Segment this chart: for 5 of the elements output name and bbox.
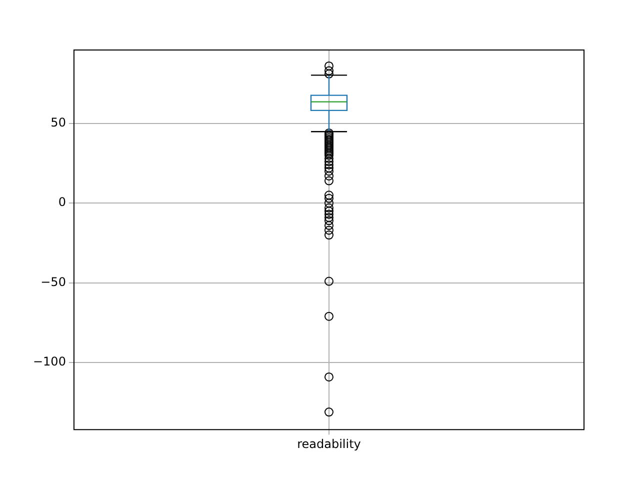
y-tick-label: −50 xyxy=(40,274,66,289)
y-tick-label: 50 xyxy=(50,115,66,130)
y-tick-label: 0 xyxy=(58,195,66,210)
y-tick-label: −100 xyxy=(32,354,66,369)
x-tick-label: readability xyxy=(297,436,361,451)
